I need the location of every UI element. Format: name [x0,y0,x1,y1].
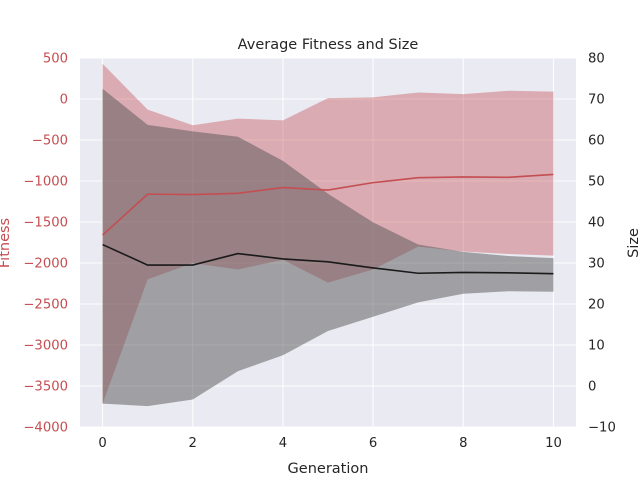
y-left-tick-label: −2500 [23,298,68,313]
y-right-tick-label: 10 [588,339,605,354]
y-right-tick-label: 50 [588,175,605,190]
series-line-1 [102,243,554,275]
y-right-tick-label: 30 [588,257,605,272]
y-left-axis-label: Fitness [0,218,13,268]
y-left-tick-label: −2000 [23,257,68,272]
y-right-tick-label: 20 [588,298,605,313]
y-left-tick-label: 500 [43,52,68,67]
y-right-tick-label: 80 [588,52,605,67]
confidence-bands [102,63,554,407]
y-right-tick-label: 0 [588,380,596,395]
y-left-tick-label: −3500 [23,380,68,395]
y-left-tick-label: −500 [32,134,68,149]
series-lines [102,173,554,275]
y-right-tick-label: −10 [588,421,616,436]
x-tick-label: 6 [369,436,377,451]
x-tick-label: 0 [98,436,106,451]
x-tick-label: 10 [545,436,562,451]
x-tick-label: 4 [279,436,287,451]
series-line-0 [102,173,554,236]
y-left-tick-label: 0 [60,93,68,108]
series-band-1 [102,88,554,407]
y-left-tick-label: −3000 [23,339,68,354]
y-right-tick-label: 70 [588,93,605,108]
y-right-tick-label: 60 [588,134,605,149]
y-left-tick-labels: 500 0 −500 −1000 −1500 −2000 −2500 −3000 −3500 −4… [23,52,68,436]
y-right-axis-label: Size [626,228,640,258]
x-tick-label: 2 [189,436,197,451]
y-left-tick-label: −1000 [23,175,68,190]
y-right-tick-label: 40 [588,216,605,231]
chart-title: Average Fitness and Size [238,37,419,53]
x-axis-label: Generation [288,461,369,477]
x-tick-label: 8 [459,436,467,451]
y-left-tick-label: −1500 [23,216,68,231]
y-left-tick-label: −4000 [23,421,68,436]
y-right-tick-labels: 80 70 60 50 40 30 20 10 0 −10 [588,52,616,436]
x-tick-labels: 0 2 4 6 8 10 [98,436,561,451]
